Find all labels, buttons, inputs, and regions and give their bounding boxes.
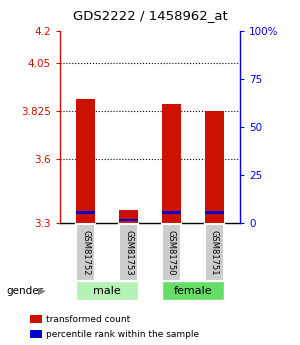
Text: GSM81751: GSM81751 (210, 230, 219, 275)
Text: GSM81753: GSM81753 (124, 230, 133, 276)
Bar (76, 211, 95, 214)
Bar (76, 99, 95, 223)
Bar (205, 211, 224, 214)
Text: GDS2222 / 1458962_at: GDS2222 / 1458962_at (73, 9, 227, 22)
Bar (162, 105, 181, 223)
Bar (205, 111, 224, 223)
Bar (162, 211, 181, 214)
Text: GSM81752: GSM81752 (81, 230, 90, 275)
Text: male: male (93, 286, 121, 296)
Text: gender: gender (6, 286, 43, 296)
Bar (119, 210, 138, 223)
Text: GSM81750: GSM81750 (167, 230, 176, 275)
Bar (119, 219, 138, 221)
Text: female: female (173, 286, 212, 296)
Text: ▶: ▶ (38, 286, 45, 296)
Text: percentile rank within the sample: percentile rank within the sample (46, 330, 200, 339)
Text: transformed count: transformed count (46, 315, 131, 324)
